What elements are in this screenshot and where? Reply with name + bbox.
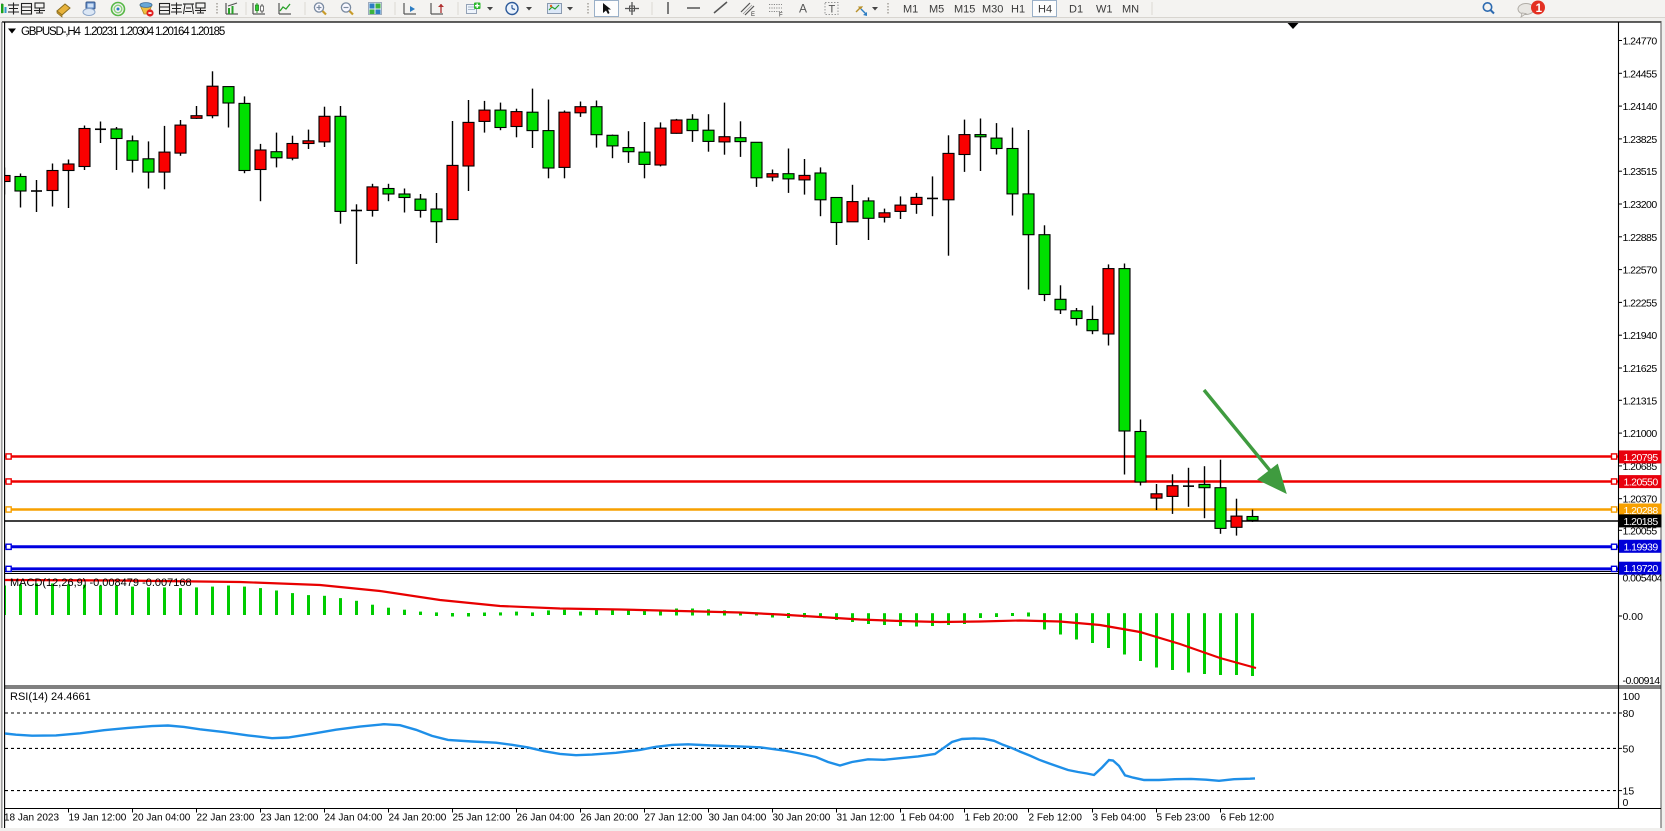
svg-text:15: 15 — [1623, 786, 1635, 798]
svg-text:26 Jan 20:00: 26 Jan 20:00 — [581, 813, 639, 824]
svg-text:MN: MN — [1122, 4, 1139, 16]
svg-text:1.20685: 1.20685 — [1623, 461, 1658, 473]
svg-text:H4: H4 — [1038, 4, 1052, 16]
svg-text:20 Jan 04:00: 20 Jan 04:00 — [133, 813, 191, 824]
svg-text:1.20370: 1.20370 — [1623, 494, 1658, 506]
svg-text:1.20055: 1.20055 — [1623, 525, 1658, 537]
svg-text:RSI(14) 24.4661: RSI(14) 24.4661 — [10, 691, 91, 703]
svg-text:1.19939: 1.19939 — [1624, 541, 1659, 553]
svg-text:GBPUSD-,H4 1.20231 1.20304 1.: GBPUSD-,H4 1.20231 1.20304 1.20164 1.201… — [21, 26, 225, 38]
svg-text:0.005404: 0.005404 — [1623, 572, 1663, 584]
svg-text:M15: M15 — [954, 4, 975, 16]
svg-text:27 Jan 12:00: 27 Jan 12:00 — [645, 813, 703, 824]
svg-text:24 Jan 04:00: 24 Jan 04:00 — [325, 813, 383, 824]
svg-text:1.23515: 1.23515 — [1623, 166, 1658, 178]
svg-text:6 Feb 12:00: 6 Feb 12:00 — [1221, 813, 1275, 824]
svg-text:M30: M30 — [982, 4, 1003, 16]
svg-text:1.20795: 1.20795 — [1624, 452, 1659, 464]
svg-text:1.20288: 1.20288 — [1624, 505, 1659, 517]
svg-text:F: F — [779, 13, 783, 19]
svg-text:3 Feb 04:00: 3 Feb 04:00 — [1093, 813, 1147, 824]
svg-text:30 Jan 20:00: 30 Jan 20:00 — [773, 813, 831, 824]
svg-text:1.20185: 1.20185 — [1624, 516, 1659, 528]
svg-text:1.22570: 1.22570 — [1623, 265, 1658, 277]
svg-text:30 Jan 04:00: 30 Jan 04:00 — [709, 813, 767, 824]
svg-text:1.21315: 1.21315 — [1623, 395, 1658, 407]
svg-text:0.00: 0.00 — [1623, 611, 1644, 623]
svg-text:50: 50 — [1623, 743, 1635, 755]
svg-text:0: 0 — [1623, 797, 1629, 809]
svg-text:T: T — [829, 4, 836, 16]
svg-text:24 Jan 20:00: 24 Jan 20:00 — [389, 813, 447, 824]
svg-text:1.23200: 1.23200 — [1623, 199, 1658, 211]
svg-text:M5: M5 — [929, 4, 944, 16]
svg-text:80: 80 — [1623, 708, 1635, 720]
svg-text:1.24140: 1.24140 — [1623, 101, 1658, 113]
svg-text:1.21000: 1.21000 — [1623, 428, 1658, 440]
svg-text:1.21940: 1.21940 — [1623, 330, 1658, 342]
svg-text:1.21625: 1.21625 — [1623, 363, 1658, 375]
svg-text:H1: H1 — [1011, 4, 1025, 16]
svg-text:1: 1 — [1536, 3, 1543, 15]
svg-text:25 Jan 12:00: 25 Jan 12:00 — [453, 813, 511, 824]
svg-text:1 Feb 20:00: 1 Feb 20:00 — [965, 813, 1019, 824]
svg-text:1.23825: 1.23825 — [1623, 134, 1658, 146]
svg-text:22 Jan 23:00: 22 Jan 23:00 — [197, 813, 255, 824]
svg-text:23 Jan 12:00: 23 Jan 12:00 — [261, 813, 319, 824]
svg-text:MACD(12,26,9) -0.008479 -0.007: MACD(12,26,9) -0.008479 -0.007168 — [10, 577, 192, 589]
svg-text:19 Jan 12:00: 19 Jan 12:00 — [69, 813, 127, 824]
svg-text:1.24770: 1.24770 — [1623, 36, 1658, 48]
svg-text:2 Feb 12:00: 2 Feb 12:00 — [1029, 813, 1083, 824]
svg-text:100: 100 — [1623, 691, 1641, 703]
svg-text:-0.00914: -0.00914 — [1623, 675, 1661, 687]
svg-text:18 Jan 2023: 18 Jan 2023 — [4, 813, 59, 824]
svg-text:26 Jan 04:00: 26 Jan 04:00 — [517, 813, 575, 824]
svg-text:1.22885: 1.22885 — [1623, 232, 1658, 244]
svg-text:W1: W1 — [1096, 4, 1113, 16]
svg-text:E: E — [751, 12, 755, 18]
svg-text:1 Feb 04:00: 1 Feb 04:00 — [901, 813, 955, 824]
svg-text:1.24455: 1.24455 — [1623, 68, 1658, 80]
svg-text:1.22255: 1.22255 — [1623, 297, 1658, 309]
svg-text:1.20550: 1.20550 — [1624, 477, 1659, 489]
svg-text:A: A — [799, 2, 807, 16]
svg-text:31 Jan 12:00: 31 Jan 12:00 — [837, 813, 895, 824]
svg-text:1.19720: 1.19720 — [1624, 563, 1659, 575]
svg-text:5 Feb 23:00: 5 Feb 23:00 — [1157, 813, 1211, 824]
svg-text:M1: M1 — [903, 4, 918, 16]
svg-text:D1: D1 — [1069, 4, 1083, 16]
